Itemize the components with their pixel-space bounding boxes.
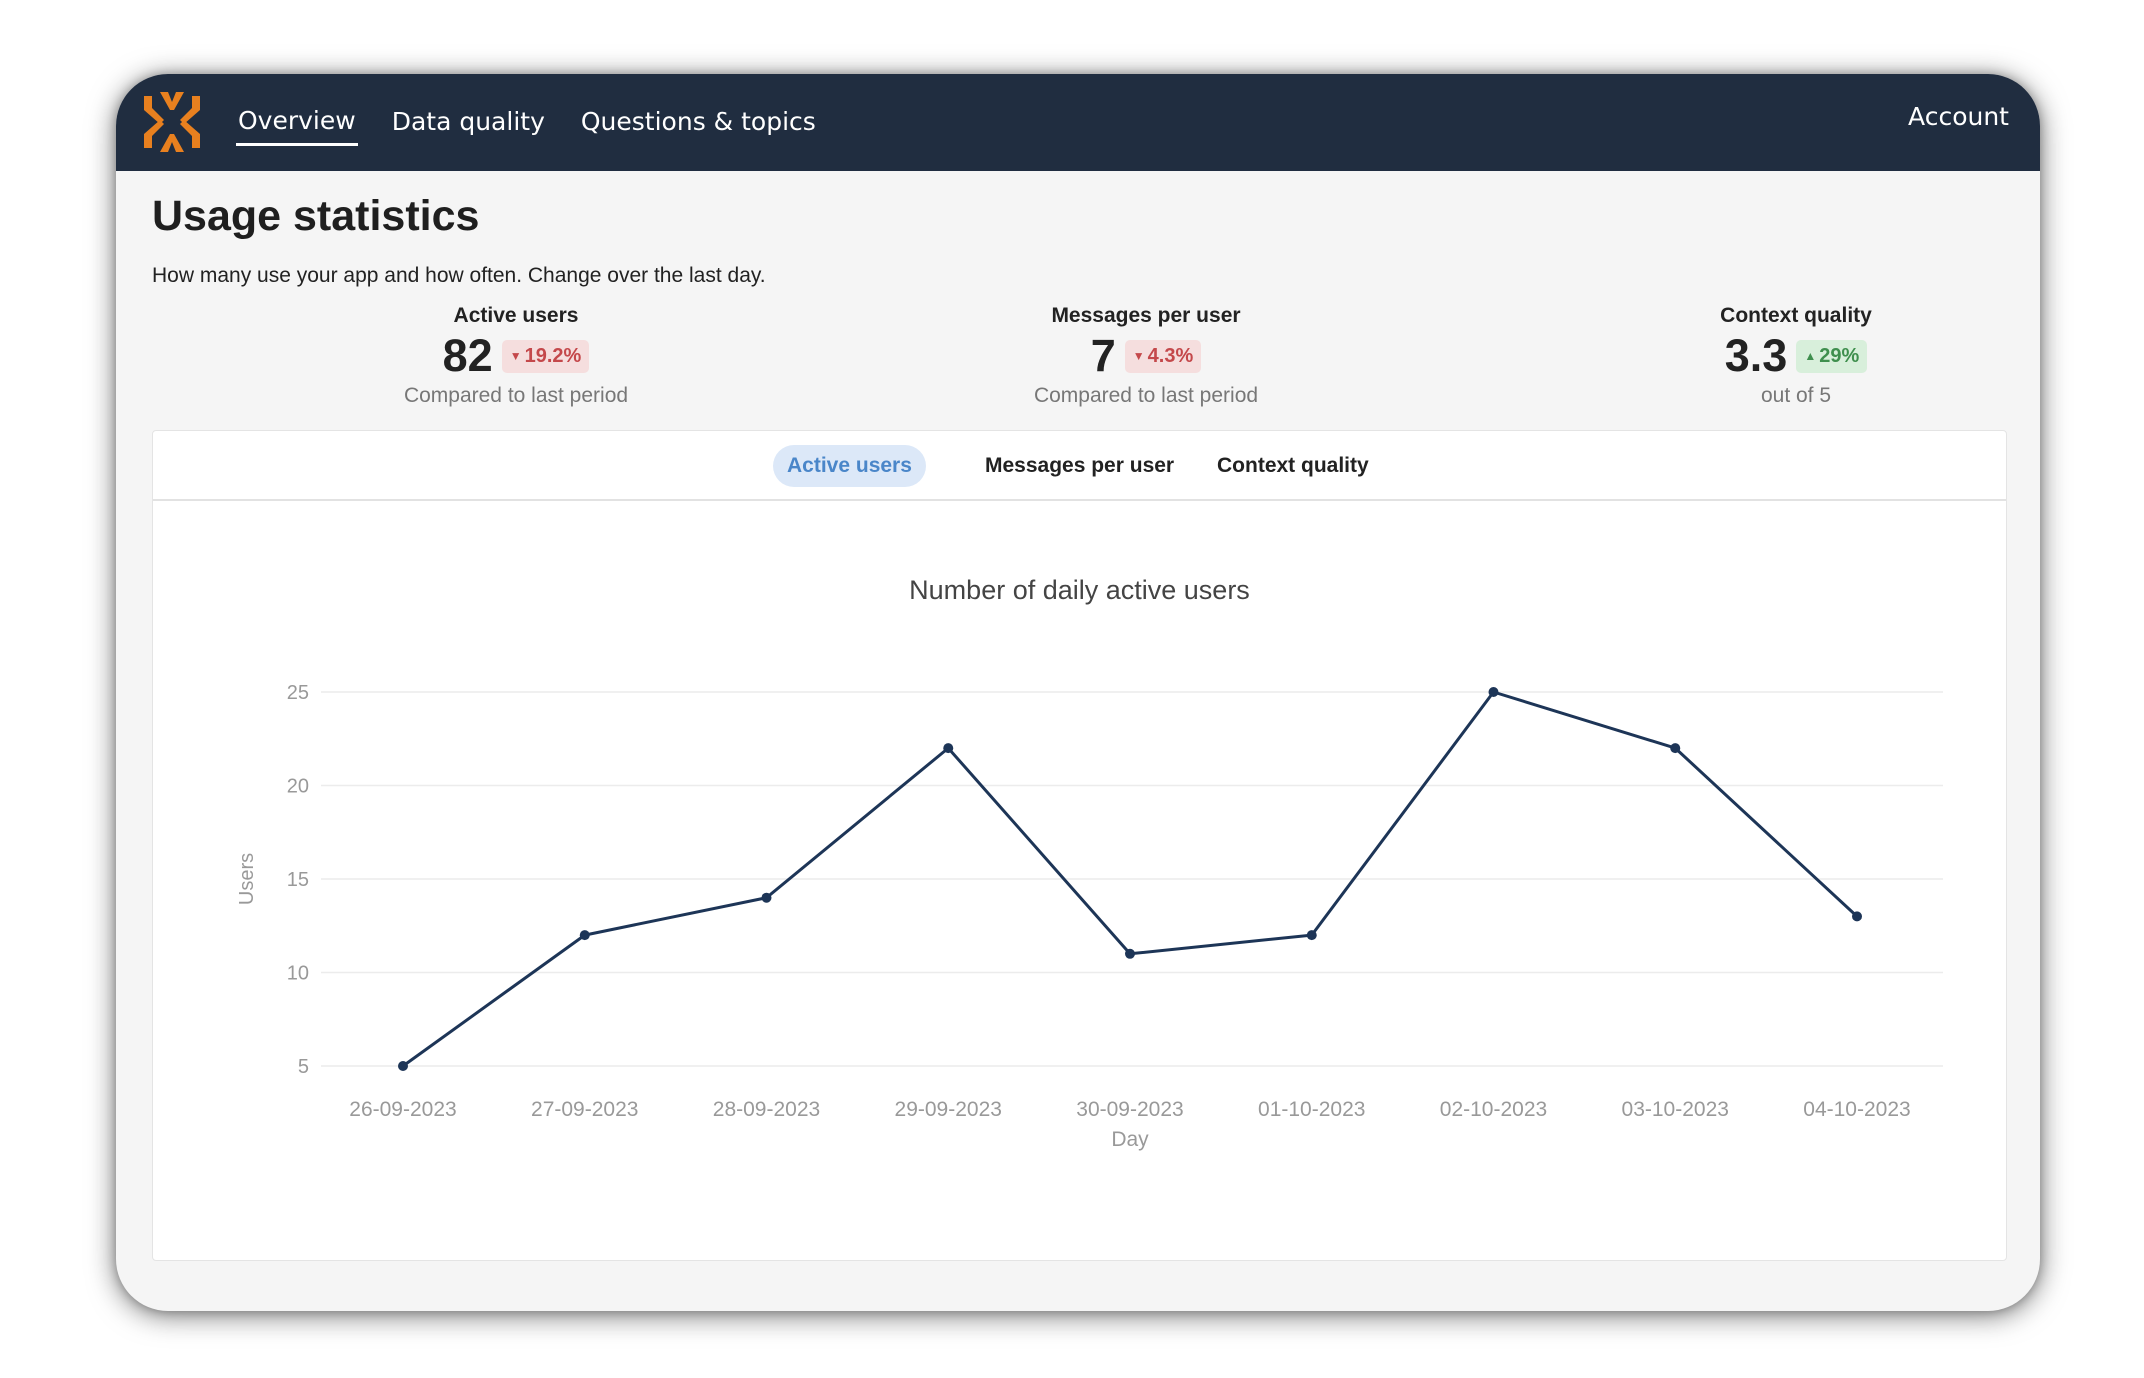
stat-label: Context quality	[1720, 304, 1872, 327]
y-tick-label: 15	[287, 869, 309, 891]
stat-value: 82	[442, 330, 493, 381]
stat-caption: Compared to last period	[403, 384, 629, 407]
y-tick-label: 10	[287, 963, 309, 985]
stat-label: Messages per user	[1051, 304, 1241, 327]
x-tick-label: 01-10-2023	[1258, 1098, 1365, 1121]
change-badge: ▼ 4.3%	[1124, 339, 1202, 373]
stat-label: Active users	[453, 304, 579, 327]
arrow-down-icon: ▼	[509, 349, 522, 363]
x-tick-label: 29-09-2023	[895, 1098, 1002, 1121]
data-point	[1852, 911, 1862, 922]
data-point	[1670, 743, 1681, 754]
data-point	[1306, 930, 1317, 941]
data-point	[943, 743, 954, 754]
data-point	[579, 930, 590, 941]
stat-caption: out of 5	[1760, 384, 1832, 407]
change-value: 29%	[1819, 344, 1860, 367]
chart-tabs: Active users Messages per user Context q…	[153, 431, 2006, 501]
change-value: 4.3%	[1147, 344, 1194, 367]
arrow-down-icon: ▼	[1132, 349, 1145, 363]
stat-messages-per-user: Messages per user 7 ▼ 4.3% Compared to l…	[966, 304, 1326, 408]
y-axis-label: Users	[236, 853, 258, 905]
data-point	[398, 1061, 408, 1071]
change-badge: ▲ 29%	[1796, 339, 1868, 373]
arrow-up-icon: ▲	[1804, 349, 1817, 363]
x-tick-label: 03-10-2023	[1622, 1098, 1729, 1121]
change-badge: ▼ 19.2%	[501, 339, 590, 373]
nav-questions-topics[interactable]: Questions & topics	[580, 107, 816, 136]
x-tick-label: 30-09-2023	[1076, 1098, 1183, 1121]
x-tick-label: 28-09-2023	[713, 1098, 820, 1121]
y-tick-label: 25	[287, 682, 309, 704]
page-subtitle: How many use your app and how often. Cha…	[152, 264, 766, 287]
x-axis-label: Day	[1111, 1128, 1149, 1151]
tab-context-quality[interactable]: Context quality	[1217, 454, 1369, 477]
data-point	[1125, 948, 1135, 959]
nav-data-quality[interactable]: Data quality	[391, 107, 545, 136]
tab-messages-per-user[interactable]: Messages per user	[985, 454, 1175, 477]
stat-value: 7	[1090, 330, 1116, 381]
x-tick-label: 26-09-2023	[349, 1098, 456, 1121]
x-tick-label: 02-10-2023	[1440, 1098, 1547, 1121]
stat-caption: Compared to last period	[1033, 384, 1259, 407]
asterisk-arrows-logo-icon[interactable]	[140, 90, 204, 154]
line-chart: Number of daily active users 5 10 15 20 25 Use…	[236, 575, 1943, 1151]
chart-card: Active users Messages per user Context q…	[152, 430, 2007, 1261]
tab-active-users[interactable]: Active users	[773, 445, 926, 487]
stat-value: 3.3	[1724, 330, 1788, 381]
nav-overview[interactable]: Overview	[236, 100, 358, 146]
data-point	[761, 892, 772, 903]
account-link[interactable]: Account	[1908, 102, 2009, 131]
app-window: Overview Data quality Questions & topics…	[116, 74, 2040, 1311]
main-nav: Overview Data quality Questions & topics	[236, 74, 850, 171]
top-navbar: Overview Data quality Questions & topics…	[116, 74, 2040, 171]
x-tick-label: 27-09-2023	[531, 1098, 638, 1121]
data-point	[1488, 687, 1499, 697]
stat-active-users: Active users 82 ▼ 19.2% Compared to last…	[336, 304, 696, 408]
change-value: 19.2%	[524, 344, 582, 367]
page-title: Usage statistics	[152, 192, 480, 240]
chart-title: Number of daily active users	[909, 575, 1250, 605]
x-tick-label: 04-10-2023	[1803, 1098, 1910, 1121]
stat-context-quality: Context quality 3.3 ▲ 29% out of 5	[1626, 304, 1966, 408]
y-tick-label: 5	[298, 1056, 309, 1078]
y-tick-label: 20	[287, 776, 309, 798]
